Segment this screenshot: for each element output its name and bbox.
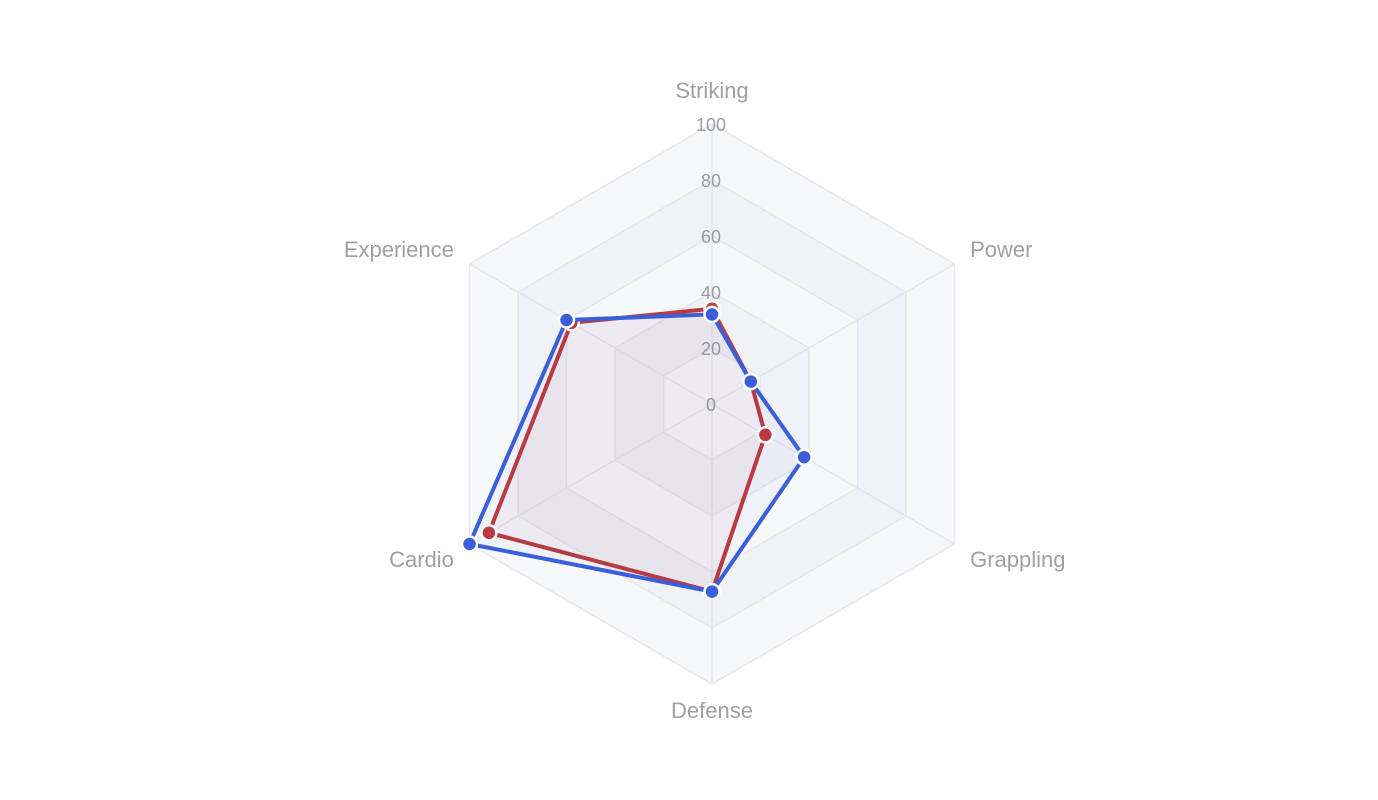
radar-tick-label: 0 [706, 395, 716, 415]
radar-axis-label: Cardio [389, 547, 454, 572]
radar-axis-label: Power [970, 237, 1032, 262]
radar-axis-label: Experience [344, 237, 454, 262]
radar-axis-label: Defense [671, 698, 753, 723]
radar-point[interactable] [703, 582, 721, 601]
radar-spoke [469, 263, 713, 405]
radar-point[interactable] [795, 448, 813, 466]
radar-tick-label: 80 [701, 171, 721, 191]
radar-spokes [469, 124, 955, 684]
radar-point[interactable] [480, 524, 498, 542]
radar-series-group [460, 300, 813, 601]
radar-point[interactable] [742, 372, 760, 391]
radar-tick-label: 20 [701, 339, 721, 359]
radar-tick-label: 40 [701, 283, 721, 303]
radar-point[interactable] [460, 535, 479, 553]
radar-spoke [469, 403, 713, 545]
radar-spoke [711, 403, 955, 545]
radar-point[interactable] [756, 426, 775, 444]
radar-tick-labels: 0 20 40 60 80 100 [696, 115, 726, 415]
radar-tick-label: 100 [696, 115, 726, 135]
radar-point[interactable] [557, 311, 576, 329]
radar-axis-labels: Striking Power Grappling Defense Cardio Exper… [344, 78, 1066, 723]
radar-axis-label: Grappling [970, 547, 1065, 572]
radar-point[interactable] [703, 305, 721, 324]
radar-series [460, 305, 813, 601]
radar-axis-label: Striking [675, 78, 748, 103]
radar-tick-label: 60 [701, 227, 721, 247]
